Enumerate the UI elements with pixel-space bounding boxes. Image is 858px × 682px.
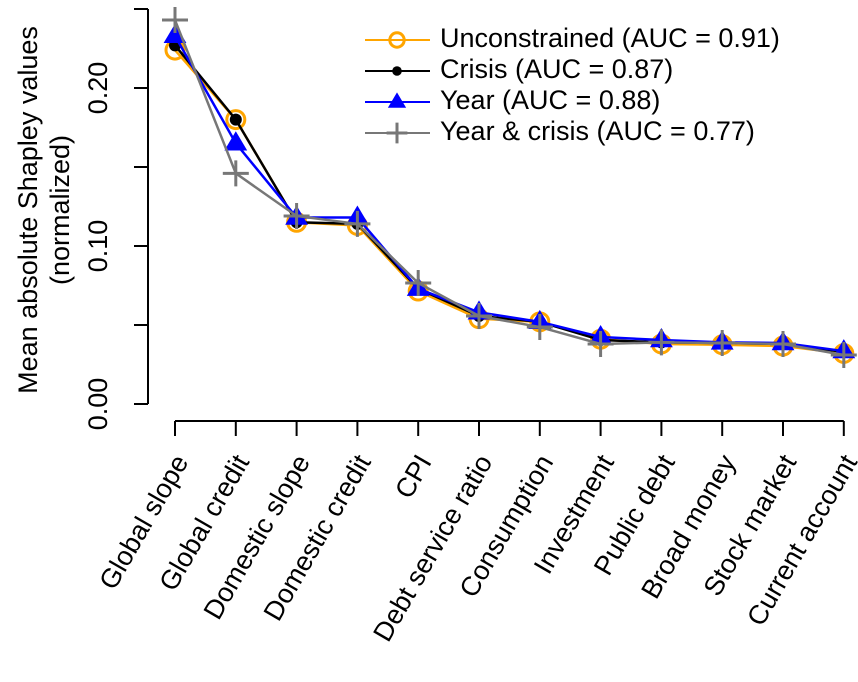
y-tick-label: 0.20 — [83, 62, 113, 115]
y-tick-label: 0.00 — [83, 378, 113, 431]
point — [526, 314, 553, 341]
point — [709, 330, 736, 357]
point — [283, 202, 310, 229]
point — [163, 23, 187, 44]
legend-label: Crisis (AUC = 0.87) — [440, 54, 673, 84]
x-tick-label: CPI — [389, 450, 437, 504]
y-axis-label: Mean absolute Shapley values — [13, 26, 43, 394]
point — [162, 7, 188, 34]
point — [648, 329, 675, 356]
point — [770, 330, 796, 357]
legend-label: Year (AUC = 0.88) — [440, 85, 660, 115]
legend-label: Year & crisis (AUC = 0.77) — [440, 116, 755, 146]
point — [387, 92, 407, 108]
point — [392, 66, 402, 76]
point — [587, 330, 614, 357]
point — [466, 302, 492, 329]
point — [386, 122, 408, 144]
point — [405, 269, 432, 296]
legend-label: Unconstrained (AUC = 0.91) — [440, 23, 780, 53]
point — [222, 160, 249, 187]
point — [225, 109, 247, 131]
point — [830, 342, 857, 369]
point — [224, 131, 248, 151]
point — [388, 31, 406, 49]
point — [229, 113, 242, 126]
y-axis-label: (normalized) — [45, 135, 75, 285]
y-tick-label: 0.10 — [83, 220, 113, 273]
point — [344, 210, 371, 237]
